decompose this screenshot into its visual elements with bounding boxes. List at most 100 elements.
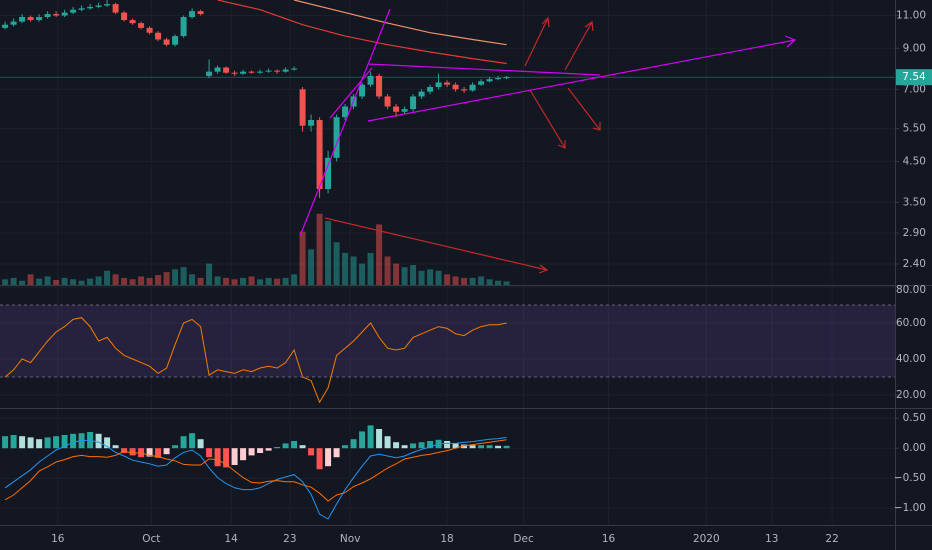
histogram-bar (257, 448, 264, 453)
volume-bar (350, 256, 357, 285)
candle-body (214, 67, 221, 72)
x-tick-label: 13 (765, 533, 778, 545)
volume-bar (410, 265, 417, 285)
volume-bar (78, 280, 85, 285)
x-tick-label: 14 (224, 533, 238, 545)
arrow-head (784, 35, 797, 48)
candle-body (172, 36, 179, 45)
x-tick-label: 16 (51, 533, 65, 545)
volume-bar (393, 263, 400, 285)
candle-body (87, 6, 94, 9)
volume-bar (299, 231, 306, 285)
volume-bar (214, 276, 221, 285)
volume-bar (308, 249, 315, 285)
candle-body (376, 75, 383, 97)
candle-body (248, 71, 255, 73)
moving-average (293, 0, 507, 46)
candle-body (19, 17, 26, 22)
arrow-head (538, 264, 549, 274)
trend-line (329, 67, 373, 119)
candle-body (325, 157, 332, 189)
candle-body (197, 11, 204, 15)
candle-body (231, 72, 238, 74)
volume-bar (282, 277, 289, 285)
arrow-head (541, 16, 550, 28)
histogram-bar (172, 445, 179, 449)
candle-body (10, 21, 17, 25)
volume-bar (265, 277, 272, 285)
histogram-bar (214, 448, 221, 467)
candle-body (257, 71, 264, 73)
histogram-bar (274, 447, 281, 449)
red-arrows (324, 16, 601, 274)
volume-bar (70, 279, 77, 285)
candle-body (27, 17, 34, 21)
y-tick-label: 11.00 (896, 10, 926, 22)
volume-bar (10, 277, 17, 285)
histogram-bar (299, 445, 306, 449)
histogram-bar (461, 444, 468, 449)
volume-bar (189, 274, 196, 285)
x-tick-label: 23 (283, 533, 296, 545)
candle-body (163, 39, 170, 45)
y-tick-label: 5.50 (903, 123, 926, 135)
candle-body (146, 27, 153, 33)
candle-body (240, 71, 247, 74)
histogram-bar (121, 448, 128, 453)
volume-bar (197, 277, 204, 285)
candle-body (401, 109, 408, 112)
last-price-label: 7.54 (902, 71, 926, 83)
y-tick-label: 20.00 (896, 389, 926, 401)
histogram-bar (146, 448, 153, 457)
volume-bar (325, 220, 332, 285)
volume-bar (61, 277, 68, 285)
volume-bar (291, 274, 298, 285)
volume-bar (206, 263, 213, 285)
x-tick-label: Dec (513, 533, 534, 545)
histogram-bar (333, 448, 340, 458)
volume-bar (223, 277, 230, 285)
volume-bar (333, 242, 340, 285)
volume-bar (95, 276, 102, 285)
y-tick-label: 60.00 (896, 317, 926, 329)
volume-bar (138, 276, 145, 285)
volume-bar (53, 280, 60, 285)
histogram-bar (282, 443, 289, 449)
x-tick-label: 22 (825, 533, 838, 545)
arrow-head (557, 140, 566, 149)
candle-body (274, 70, 281, 72)
histogram-bar (240, 448, 247, 461)
moving-average (217, 0, 507, 65)
histogram-bar (265, 448, 272, 451)
arrow (564, 21, 593, 71)
candle-body (36, 17, 43, 21)
candle-body (2, 24, 9, 28)
candle-body (478, 81, 485, 85)
candle-body (299, 89, 306, 126)
candle-body (223, 67, 230, 73)
histogram-bar (418, 442, 425, 449)
x-tick-label: 2020 (693, 533, 720, 545)
volume-bar (444, 274, 451, 285)
plot-layer (0, 0, 895, 520)
volume-bar (44, 276, 51, 285)
histogram-bar (27, 437, 34, 449)
volume-bar (367, 252, 374, 285)
y-tick-label: 9.00 (903, 42, 926, 54)
histogram-bar (248, 448, 255, 456)
y-tick-label: −0.50 (894, 472, 926, 484)
candle-body (206, 71, 213, 76)
arrow-head (592, 122, 601, 131)
candle-body (316, 119, 323, 189)
y-tick-label: 7.00 (903, 83, 926, 95)
histogram-bar (376, 429, 383, 449)
arrow (324, 217, 548, 271)
histogram-bar (129, 448, 136, 456)
arrow (567, 87, 601, 131)
histogram-bar (53, 436, 60, 449)
volume-bar (478, 276, 485, 285)
candle-body (121, 12, 128, 21)
candle-body (44, 14, 51, 18)
